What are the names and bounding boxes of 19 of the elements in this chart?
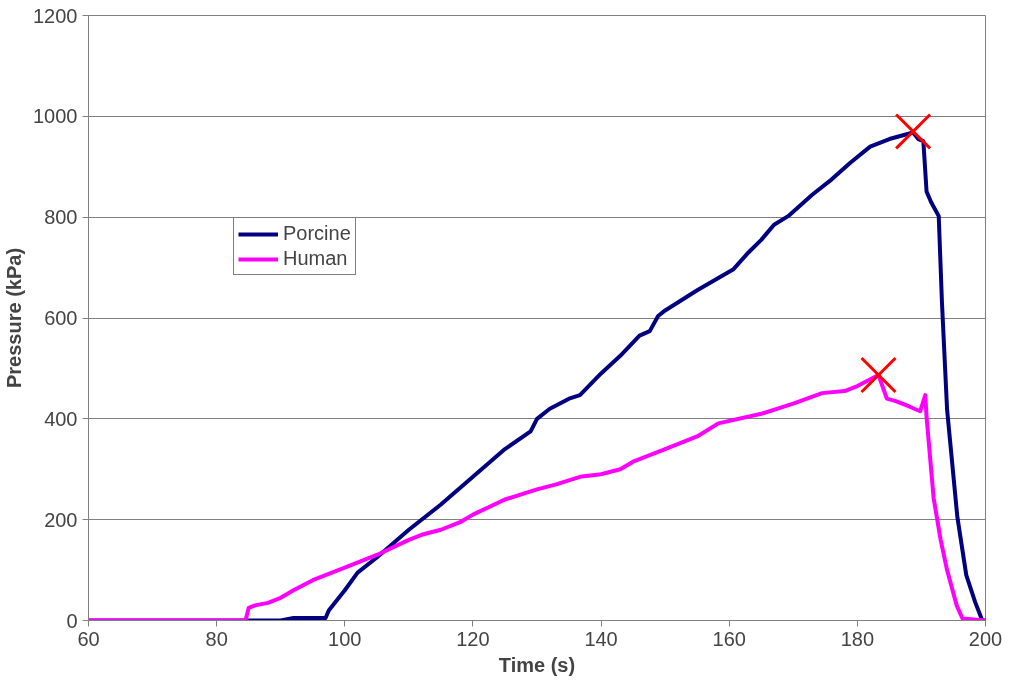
legend-label: Porcine (283, 222, 351, 245)
x-axis-title: Time (s) (498, 653, 576, 676)
x-tick-label: 140 (584, 627, 618, 650)
y-tick-label: 200 (44, 508, 78, 531)
x-tick-label: 160 (712, 627, 746, 650)
x-tick-label: 80 (205, 627, 228, 650)
x-tick-label: 120 (456, 627, 490, 650)
x-tick-label: 200 (968, 627, 1003, 650)
y-tick-label: 1000 (33, 105, 78, 128)
y-tick-label: 800 (44, 206, 78, 229)
x-tick-label: 60 (77, 627, 100, 650)
y-tick-label: 400 (44, 407, 78, 430)
x-tick-label: 180 (840, 627, 875, 650)
y-tick-label: 0 (66, 609, 78, 632)
legend-label: Human (283, 247, 348, 270)
y-axis-title: Pressure (kPa) (3, 247, 26, 389)
y-tick-label: 1200 (33, 4, 78, 27)
y-tick-label: 600 (44, 307, 78, 329)
x-tick-label: 100 (328, 627, 362, 650)
